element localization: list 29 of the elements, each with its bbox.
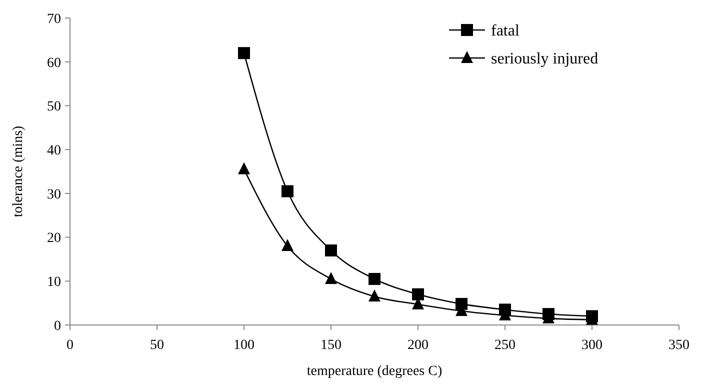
y-tick-label: 70 (47, 12, 61, 27)
y-tick-label: 60 (47, 56, 61, 71)
y-axis-title: tolerance (mins) (11, 125, 26, 218)
x-tick-label: 350 (668, 338, 690, 353)
point (325, 244, 337, 256)
point (325, 272, 337, 284)
x-axis-title: temperature (degrees C) (306, 364, 442, 379)
point (368, 272, 380, 285)
y-tick-label: 40 (47, 143, 61, 158)
x-tick-label: 250 (494, 338, 516, 353)
point (368, 289, 380, 302)
point (282, 239, 294, 252)
x-tick-label: 100 (234, 338, 254, 353)
x-tick-label: 200 (408, 338, 428, 353)
x-tick-label: 300 (582, 338, 602, 353)
legend-label: fatal (491, 22, 520, 40)
point (282, 185, 294, 198)
point (238, 162, 250, 174)
y-tick-label: 20 (47, 231, 61, 246)
y-tick-label: 30 (47, 187, 61, 202)
y-tick-label: 50 (47, 100, 61, 115)
point (412, 288, 424, 300)
legend-label: seriously injured (491, 50, 598, 68)
y-tick-label: 10 (47, 275, 61, 290)
y-tick-label: 0 (54, 318, 61, 334)
x-tick-label: 150 (320, 338, 342, 353)
x-tick-label: 0 (66, 338, 74, 353)
x-tick-label: 50 (150, 338, 164, 353)
point (238, 47, 250, 60)
